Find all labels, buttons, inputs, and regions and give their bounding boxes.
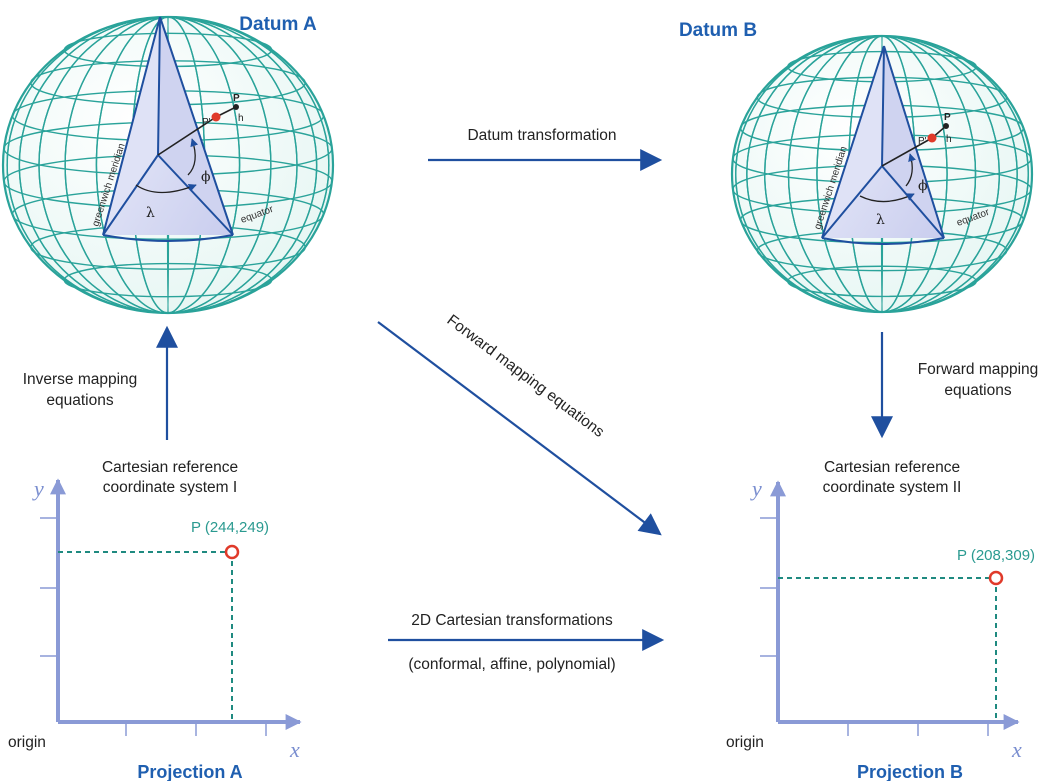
origin-label: origin — [8, 734, 46, 751]
phi-arc — [905, 153, 916, 187]
p-label: P — [233, 93, 240, 104]
projection-a-header-1: Cartesian reference — [102, 459, 238, 476]
projection-a-header-2: coordinate system I — [103, 479, 237, 496]
datum-transformation-label: Datum transformation — [467, 127, 616, 144]
y-axis-label: y — [32, 476, 44, 501]
projection-b-header-1: Cartesian reference — [824, 459, 960, 476]
phi-arc — [187, 138, 199, 176]
forward-mapping-right-label-1: Forward mapping — [918, 361, 1039, 378]
x-axis-label: x — [1011, 737, 1022, 762]
datum-b-title: Datum B — [679, 20, 757, 41]
point-p-label: P (208,309) — [957, 547, 1035, 564]
forward-mapping-diagonal-arrow — [377, 321, 662, 536]
meridian-line — [6, 16, 330, 314]
p-label: P — [944, 112, 951, 123]
meridian-line — [735, 35, 1029, 313]
datum-a-title: Datum A — [239, 14, 317, 35]
point-p-marker — [224, 544, 240, 560]
lambda-label: λ — [876, 212, 885, 228]
cartesian-transformations-label: 2D Cartesian transformations — [411, 612, 613, 629]
lambda-arc — [135, 183, 197, 194]
origin-label: origin — [726, 734, 764, 751]
inverse-mapping-label-2: equations — [46, 392, 113, 409]
radius-line — [881, 137, 933, 167]
axis-ticks — [40, 517, 267, 736]
point-p-marker — [943, 123, 949, 129]
projection-b-plot: Cartesian reference coordinate system II… — [726, 459, 1035, 781]
h-label: h — [946, 134, 952, 145]
h-label: h — [238, 113, 244, 124]
datum-a-globe: λ ϕ P' P h greenwich meridian equator — [1, 15, 335, 315]
projection-b-header-2: coordinate system II — [823, 479, 962, 496]
x-axis-label: x — [289, 737, 300, 762]
radius-line — [157, 116, 217, 156]
equator-edge — [102, 234, 234, 242]
forward-mapping-right-label-2: equations — [944, 382, 1011, 399]
projection-b-title: Projection B — [857, 762, 963, 781]
cutaway-edges — [102, 16, 234, 236]
projection-a-title: Projection A — [137, 762, 242, 781]
point-p-marker — [233, 104, 239, 110]
cutaway-edges — [821, 45, 945, 239]
p-prime-label: P' — [202, 117, 211, 128]
point-p-label: P (244,249) — [191, 519, 269, 536]
lambda-label: λ — [146, 205, 155, 221]
axis-ticks — [760, 517, 989, 736]
forward-mapping-diagonal-label: Forward mapping equations — [444, 312, 608, 441]
y-axis-label: y — [750, 476, 762, 501]
point-p-prime-marker — [927, 133, 937, 143]
phi-label: ϕ — [918, 178, 928, 194]
phi-label: ϕ — [201, 169, 211, 185]
lambda-arc — [859, 193, 915, 203]
p-prime-label: P' — [918, 136, 927, 147]
inverse-mapping-label-1: Inverse mapping — [23, 371, 138, 388]
projection-a-plot: Cartesian reference coordinate system I … — [8, 459, 302, 781]
point-p-marker — [988, 570, 1004, 586]
datum-b-globe: λ ϕ P' P h greenwich meridian equator — [730, 34, 1034, 314]
equator-edge — [821, 237, 945, 245]
point-p-prime-marker — [211, 112, 221, 122]
cartesian-transformations-sub: (conformal, affine, polynomial) — [408, 656, 615, 673]
